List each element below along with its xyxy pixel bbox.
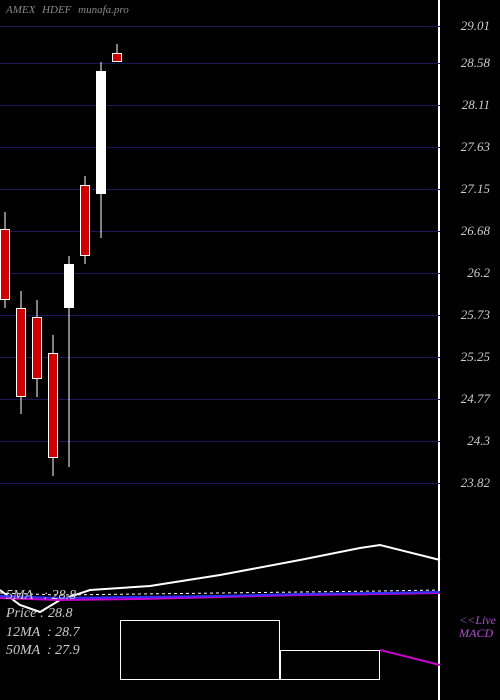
y-axis-label: 26.2 xyxy=(467,265,490,281)
candle-body xyxy=(96,71,106,194)
symbol-label: HDEF xyxy=(42,4,71,16)
candle xyxy=(32,0,42,520)
candle xyxy=(96,0,106,520)
ma-row: 12MA : 28.7 xyxy=(6,624,80,642)
y-axis-label: 23.82 xyxy=(461,475,490,491)
candle xyxy=(16,0,26,520)
candle xyxy=(0,0,10,520)
y-axis-label: 24.77 xyxy=(461,391,490,407)
y-axis-label: 24.3 xyxy=(467,433,490,449)
ma-row: 5MA : 28.8 xyxy=(6,587,80,605)
y-axis-label: 27.63 xyxy=(461,139,490,155)
candle-body xyxy=(32,317,42,379)
candle-body xyxy=(80,185,90,256)
candle xyxy=(112,0,122,520)
annot-line1: <<Live xyxy=(459,614,496,627)
ma-readout: 5MA : 28.8Price : 28.812MA : 28.750MA : … xyxy=(6,587,80,660)
candle-body xyxy=(64,264,74,308)
source-label: munafa.pro xyxy=(78,4,129,16)
candle-body xyxy=(16,308,26,396)
ma-row: Price : 28.8 xyxy=(6,605,80,623)
candle-body xyxy=(48,353,58,459)
y-axis-label: 26.68 xyxy=(461,223,490,239)
price-chart-pane: 29.01 28.58 28.11 27.63 27.15 26.68 26.2 25.73 2… xyxy=(0,0,500,520)
candle xyxy=(64,0,74,520)
candle xyxy=(80,0,90,520)
annot-line2: MACD xyxy=(459,627,496,640)
y-axis-label: 25.73 xyxy=(461,307,490,323)
y-axis-label: 28.11 xyxy=(462,97,490,113)
y-axis-label: 28.58 xyxy=(461,55,490,71)
exchange-label: AMEX xyxy=(6,4,35,16)
legend-box xyxy=(280,650,380,680)
legend-box xyxy=(120,620,280,680)
candle-body xyxy=(0,229,10,300)
y-axis-label: 29.01 xyxy=(461,18,490,34)
chart-header: AMEX HDEF munafa.pro xyxy=(6,4,133,16)
macd-annotation: <<Live MACD xyxy=(459,614,496,640)
y-axis-label: 25.25 xyxy=(461,349,490,365)
y-axis-label: 27.15 xyxy=(461,181,490,197)
indicator-line xyxy=(380,650,440,665)
ma-row: 50MA : 27.9 xyxy=(6,642,80,660)
candle-body xyxy=(112,53,122,62)
candle xyxy=(48,0,58,520)
